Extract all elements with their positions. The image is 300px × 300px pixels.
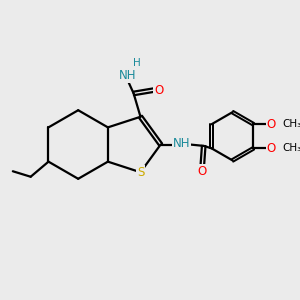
Text: O: O [267, 118, 276, 131]
Text: CH₃: CH₃ [283, 119, 300, 129]
Text: O: O [154, 84, 164, 97]
Text: CH₃: CH₃ [283, 143, 300, 153]
Text: NH: NH [173, 137, 190, 151]
Text: H: H [133, 58, 140, 68]
Text: S: S [137, 166, 144, 179]
Text: O: O [267, 142, 276, 155]
Text: NH: NH [118, 69, 136, 82]
Text: O: O [198, 165, 207, 178]
